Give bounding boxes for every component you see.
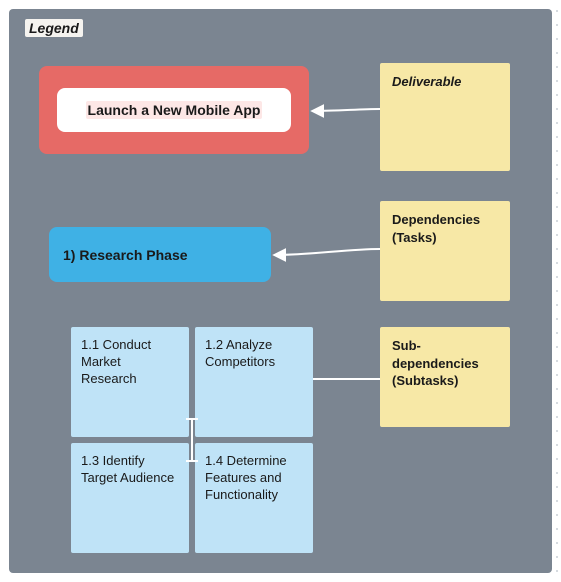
subtask-1-3: 1.3 Identify Target Audience — [71, 443, 189, 553]
deliverable-frame: Launch a New Mobile App — [39, 66, 309, 154]
legend-canvas: Legend Launch a New Mobile App 1) Resear… — [9, 9, 552, 573]
subtask-1-2: 1.2 Analyze Competitors — [195, 327, 313, 437]
sticky-sub-line3: (Subtasks) — [392, 372, 498, 390]
sticky-sub-line1: Sub- — [392, 337, 498, 355]
subtask-1-1-label: 1.1 Conduct Market Research — [81, 337, 151, 386]
subtask-1-1: 1.1 Conduct Market Research — [71, 327, 189, 437]
arrow-deliverable — [313, 109, 380, 111]
sticky-deliverable: Deliverable — [380, 63, 510, 171]
arrow-dependencies — [275, 249, 380, 255]
subtask-1-2-label: 1.2 Analyze Competitors — [205, 337, 275, 369]
task-box: 1) Research Phase — [49, 227, 271, 282]
task-label: 1) Research Phase — [63, 247, 188, 263]
legend-title-text: Legend — [29, 20, 79, 36]
subtask-1-4-label: 1.4 Determine Features and Functionality — [205, 453, 287, 502]
subtask-1-4: 1.4 Determine Features and Functionality — [195, 443, 313, 553]
sticky-subdependencies: Sub- dependencies (Subtasks) — [380, 327, 510, 427]
sticky-dependencies: Dependencies (Tasks) — [380, 201, 510, 301]
sticky-deliverable-text: Deliverable — [392, 74, 461, 89]
sticky-dependencies-line2: (Tasks) — [392, 229, 498, 247]
deliverable-box: Launch a New Mobile App — [57, 88, 291, 132]
legend-title: Legend — [25, 19, 83, 37]
sticky-dependencies-line1: Dependencies — [392, 211, 498, 229]
deliverable-label: Launch a New Mobile App — [86, 101, 263, 119]
subtask-1-3-label: 1.3 Identify Target Audience — [81, 453, 174, 485]
sticky-sub-line2: dependencies — [392, 355, 498, 373]
